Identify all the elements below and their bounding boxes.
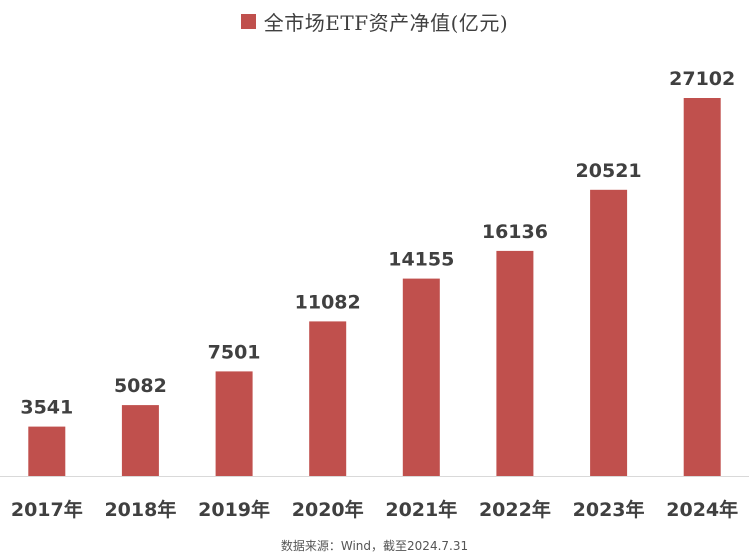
x-tick-label-2017年: 2017年 xyxy=(11,498,83,521)
data-label-2024年: 27102 xyxy=(669,68,735,90)
data-label-2020年: 11082 xyxy=(295,291,361,313)
x-tick-label-2019年: 2019年 xyxy=(198,498,270,521)
source-note: 数据来源：Wind，截至2024.7.31 xyxy=(280,539,469,553)
bars-group xyxy=(28,98,721,477)
x-tick-label-2020年: 2020年 xyxy=(292,498,364,521)
legend-label: 全市场ETF资产净值(亿元) xyxy=(263,10,509,35)
data-label-2023年: 20521 xyxy=(576,160,642,182)
x-tick-label-2024年: 2024年 xyxy=(666,498,738,521)
bar-2024年 xyxy=(683,98,721,476)
legend: 全市场ETF资产净值(亿元) xyxy=(0,6,749,36)
bar-2018年 xyxy=(121,405,159,476)
bar-2019年 xyxy=(215,371,253,476)
data-label-2017年: 3541 xyxy=(20,397,73,419)
data-labels-group: 3541 5082 7501 11082 14155 16136 20521 27102 xyxy=(20,68,735,419)
data-label-2022年: 16136 xyxy=(482,221,548,243)
data-label-2019年: 7501 xyxy=(208,341,261,363)
x-tick-label-2023年: 2023年 xyxy=(573,498,645,521)
bar-2023年 xyxy=(590,189,628,477)
data-label-2018年: 5082 xyxy=(114,375,167,397)
bar-2017年 xyxy=(28,426,66,476)
x-tick-label-2022年: 2022年 xyxy=(479,498,551,521)
bar-2020年 xyxy=(309,321,347,476)
bar-2022年 xyxy=(496,250,534,476)
legend-swatch xyxy=(240,13,256,29)
bar-2021年 xyxy=(402,278,440,476)
data-label-2021年: 14155 xyxy=(388,249,454,271)
x-tick-labels-group: 2017年 2018年 2019年 2020年 2021年 2022年 2023年 2024年 xyxy=(11,498,738,521)
x-tick-label-2021年: 2021年 xyxy=(385,498,457,521)
x-tick-label-2018年: 2018年 xyxy=(104,498,176,521)
